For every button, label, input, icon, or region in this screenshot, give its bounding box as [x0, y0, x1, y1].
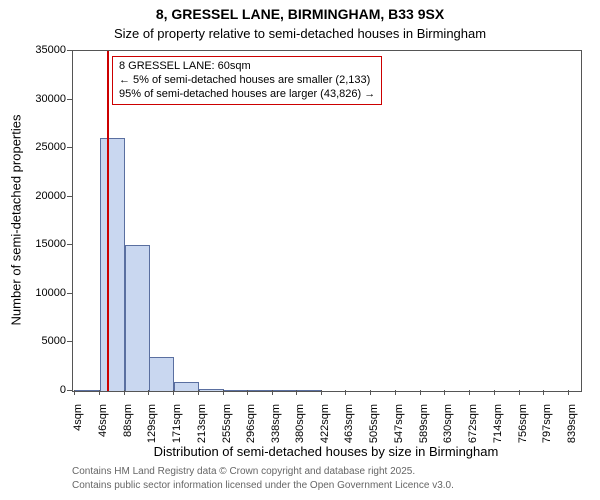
- y-tick-mark: [67, 293, 72, 294]
- y-tick-label: 15000: [35, 238, 66, 250]
- callout-line-1: 8 GRESSEL LANE: 60sqm: [119, 60, 375, 74]
- x-tick-label: 171sqm: [171, 404, 183, 448]
- x-tick-mark: [519, 390, 520, 395]
- y-tick-label: 25000: [35, 141, 66, 153]
- x-tick-mark: [420, 390, 421, 395]
- chart-container: { "title_line1": "8, GRESSEL LANE, BIRMI…: [0, 0, 600, 500]
- histogram-bar: [75, 390, 100, 391]
- x-tick-label: 505sqm: [368, 404, 380, 448]
- x-tick-label: 422sqm: [319, 404, 331, 448]
- x-tick-mark: [99, 390, 100, 395]
- histogram-bar: [199, 389, 224, 391]
- y-tick-mark: [67, 244, 72, 245]
- x-tick-mark: [247, 390, 248, 395]
- callout-box: 8 GRESSEL LANE: 60sqm ← 5% of semi-detac…: [112, 56, 382, 105]
- footer-line-1: Contains HM Land Registry data © Crown c…: [72, 466, 415, 477]
- x-tick-label: 129sqm: [146, 404, 158, 448]
- x-tick-label: 338sqm: [270, 404, 282, 448]
- x-tick-mark: [444, 390, 445, 395]
- x-tick-label: 756sqm: [517, 404, 529, 448]
- y-tick-label: 5000: [42, 335, 66, 347]
- histogram-bar: [248, 390, 273, 391]
- y-axis-label: Number of semi-detached properties: [9, 115, 24, 326]
- x-tick-mark: [124, 390, 125, 395]
- x-tick-mark: [198, 390, 199, 395]
- x-tick-mark: [568, 390, 569, 395]
- x-tick-label: 839sqm: [566, 404, 578, 448]
- chart-subtitle: Size of property relative to semi-detach…: [0, 26, 600, 41]
- y-tick-mark: [67, 390, 72, 391]
- x-tick-mark: [148, 390, 149, 395]
- x-tick-mark: [543, 390, 544, 395]
- y-tick-mark: [67, 147, 72, 148]
- x-tick-label: 672sqm: [467, 404, 479, 448]
- y-tick-label: 35000: [35, 44, 66, 56]
- x-tick-label: 589sqm: [418, 404, 430, 448]
- x-tick-mark: [395, 390, 396, 395]
- x-tick-label: 296sqm: [245, 404, 257, 448]
- x-tick-label: 88sqm: [122, 404, 134, 448]
- chart-title: 8, GRESSEL LANE, BIRMINGHAM, B33 9SX: [0, 6, 600, 22]
- x-tick-mark: [494, 390, 495, 395]
- x-tick-label: 380sqm: [294, 404, 306, 448]
- histogram-bar: [100, 138, 125, 391]
- histogram-bar: [224, 390, 249, 391]
- y-tick-mark: [67, 50, 72, 51]
- callout-line-3: 95% of semi-detached houses are larger (…: [119, 88, 375, 102]
- y-tick-label: 10000: [35, 287, 66, 299]
- footer-line-2: Contains public sector information licen…: [72, 480, 454, 491]
- x-tick-mark: [321, 390, 322, 395]
- histogram-bar: [125, 245, 150, 391]
- x-tick-mark: [173, 390, 174, 395]
- y-tick-label: 0: [60, 384, 66, 396]
- histogram-bar: [174, 382, 199, 391]
- histogram-bar: [273, 390, 298, 391]
- x-tick-label: 213sqm: [196, 404, 208, 448]
- x-tick-mark: [272, 390, 273, 395]
- x-tick-mark: [469, 390, 470, 395]
- x-tick-label: 255sqm: [221, 404, 233, 448]
- x-tick-mark: [345, 390, 346, 395]
- x-tick-mark: [370, 390, 371, 395]
- y-tick-mark: [67, 196, 72, 197]
- x-tick-label: 547sqm: [393, 404, 405, 448]
- histogram-bar: [149, 357, 174, 391]
- x-tick-label: 4sqm: [72, 404, 84, 448]
- x-tick-label: 630sqm: [442, 404, 454, 448]
- x-tick-mark: [223, 390, 224, 395]
- x-tick-label: 463sqm: [343, 404, 355, 448]
- y-tick-mark: [67, 99, 72, 100]
- property-marker-line: [107, 51, 109, 391]
- x-tick-label: 46sqm: [97, 404, 109, 448]
- x-tick-mark: [74, 390, 75, 395]
- x-tick-mark: [296, 390, 297, 395]
- x-tick-label: 714sqm: [492, 404, 504, 448]
- x-tick-label: 797sqm: [541, 404, 553, 448]
- y-tick-mark: [67, 341, 72, 342]
- y-tick-label: 20000: [35, 190, 66, 202]
- histogram-bar: [297, 390, 322, 391]
- y-tick-label: 30000: [35, 93, 66, 105]
- callout-line-2: ← 5% of semi-detached houses are smaller…: [119, 74, 375, 88]
